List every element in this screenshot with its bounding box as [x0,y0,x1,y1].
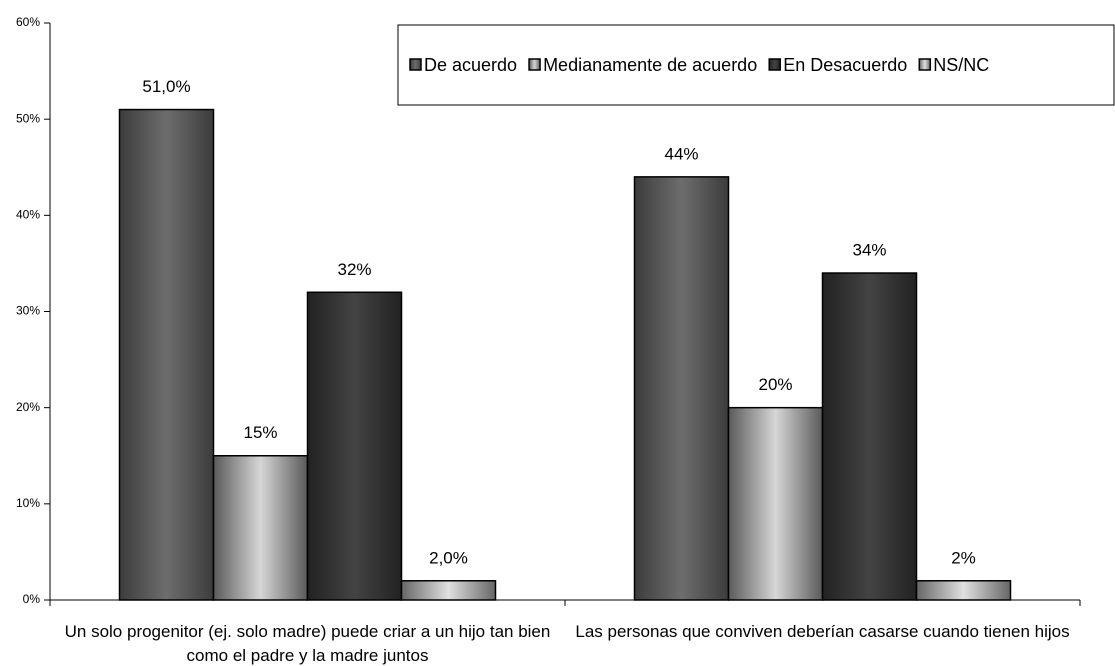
legend-swatch [409,58,422,71]
value-label: 20% [758,375,792,394]
legend-label: En Desacuerdo [783,55,907,75]
bar [400,580,497,601]
legend-swatch [918,58,932,71]
value-label: 2% [951,548,976,567]
value-label: 34% [852,241,886,260]
bar [118,108,215,601]
bar [212,455,309,601]
bar [633,176,730,601]
legend-label: NS/NC [933,55,989,75]
legend-swatch [768,58,781,71]
bar [821,272,918,601]
legend-swatch [528,58,541,71]
y-tick-label: 10% [16,496,40,510]
y-tick-label: 30% [16,304,40,318]
y-tick-label: 40% [16,208,40,222]
value-label: 32% [337,260,371,279]
x-tick-label: Las personas que conviven deberían casar… [575,622,1070,641]
value-label: 2,0% [429,548,468,567]
legend-label: Medianamente de acuerdo [543,55,757,75]
value-label: 51,0% [142,77,190,96]
x-tick-label: Un solo progenitor (ej. solo madre) pued… [64,622,551,665]
y-tick-label: 20% [16,400,40,414]
bar [727,406,824,601]
bar [915,580,1012,601]
y-tick-label: 50% [16,111,40,125]
value-label: 15% [243,423,277,442]
y-tick-label: 60% [16,15,40,29]
value-label: 44% [664,144,698,163]
legend-box [397,24,1115,106]
legend-label: De acuerdo [424,55,517,75]
y-tick-label: 0% [23,592,41,606]
bar [306,291,403,601]
